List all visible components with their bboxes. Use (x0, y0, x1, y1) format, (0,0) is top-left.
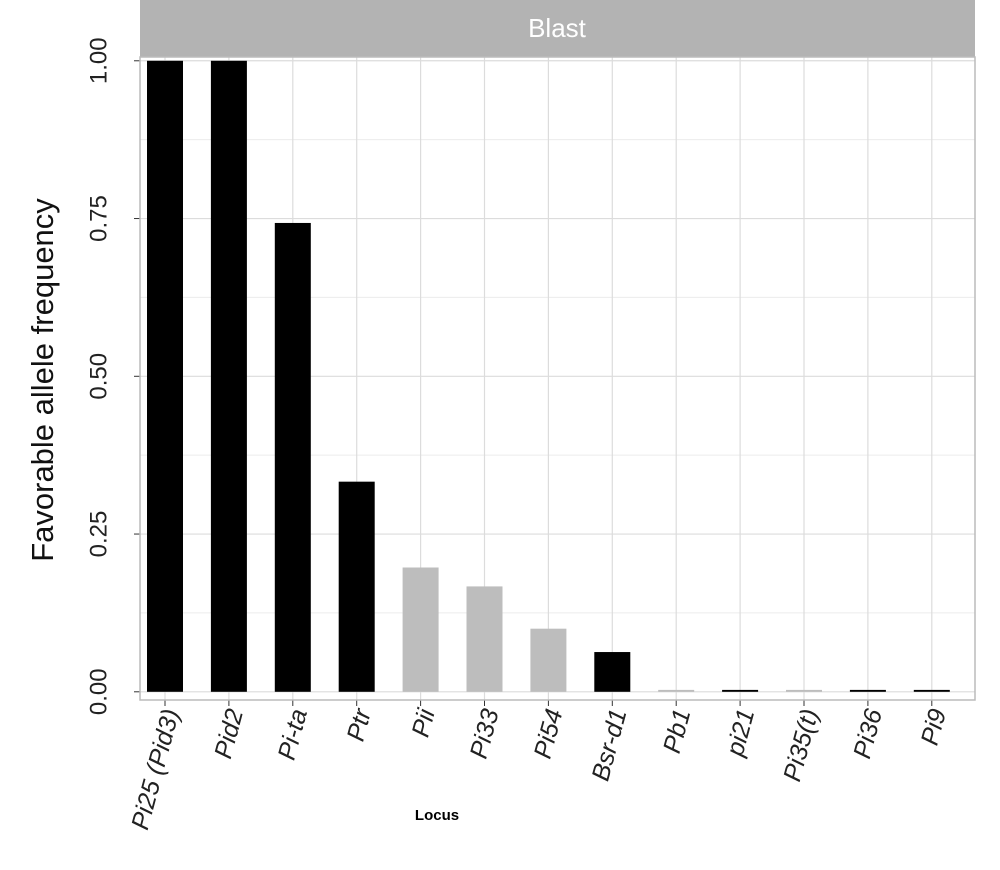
bar (913, 689, 950, 692)
x-axis-title: Locus (415, 807, 459, 824)
x-tick-label: pi21 (721, 706, 761, 760)
bar (786, 689, 822, 692)
x-tick-label: Bsr-d1 (586, 706, 632, 784)
x-tick-label: Pi36 (848, 706, 888, 762)
bar (849, 689, 886, 692)
bar (338, 481, 375, 692)
x-tick-label: Pi54 (529, 706, 569, 762)
bar (402, 567, 439, 692)
bar (722, 689, 759, 692)
bar (274, 222, 311, 692)
bar (210, 60, 247, 692)
panel-border (139, 56, 976, 701)
y-tick-label: 0.25 (85, 511, 112, 558)
x-tick-label: Ptr (342, 704, 378, 744)
bar (658, 689, 695, 692)
bar (147, 60, 183, 692)
x-tick-label: Pi25 (Pid3) (126, 706, 185, 833)
bar (594, 652, 631, 692)
x-tick-label: Pid2 (209, 706, 249, 762)
x-tick-label: Pii (407, 705, 442, 740)
bar (466, 586, 503, 692)
x-tick-label: Pi-ta (273, 706, 313, 763)
y-axis-title: Favorable allele frequency (25, 198, 60, 562)
y-tick-label: 0.00 (85, 668, 112, 715)
strip (140, 0, 975, 57)
y-tick-label: 1.00 (85, 37, 112, 84)
x-tick-label: Pb1 (658, 706, 697, 756)
strip-label: Blast (528, 13, 587, 43)
x-tick-label: Pi35(t) (778, 706, 824, 784)
bar (530, 628, 567, 692)
x-tick-label: Pi9 (916, 706, 952, 748)
y-tick-label: 0.50 (85, 353, 112, 400)
x-tick-label: Pi33 (465, 706, 505, 762)
y-tick-label: 0.75 (85, 195, 112, 242)
